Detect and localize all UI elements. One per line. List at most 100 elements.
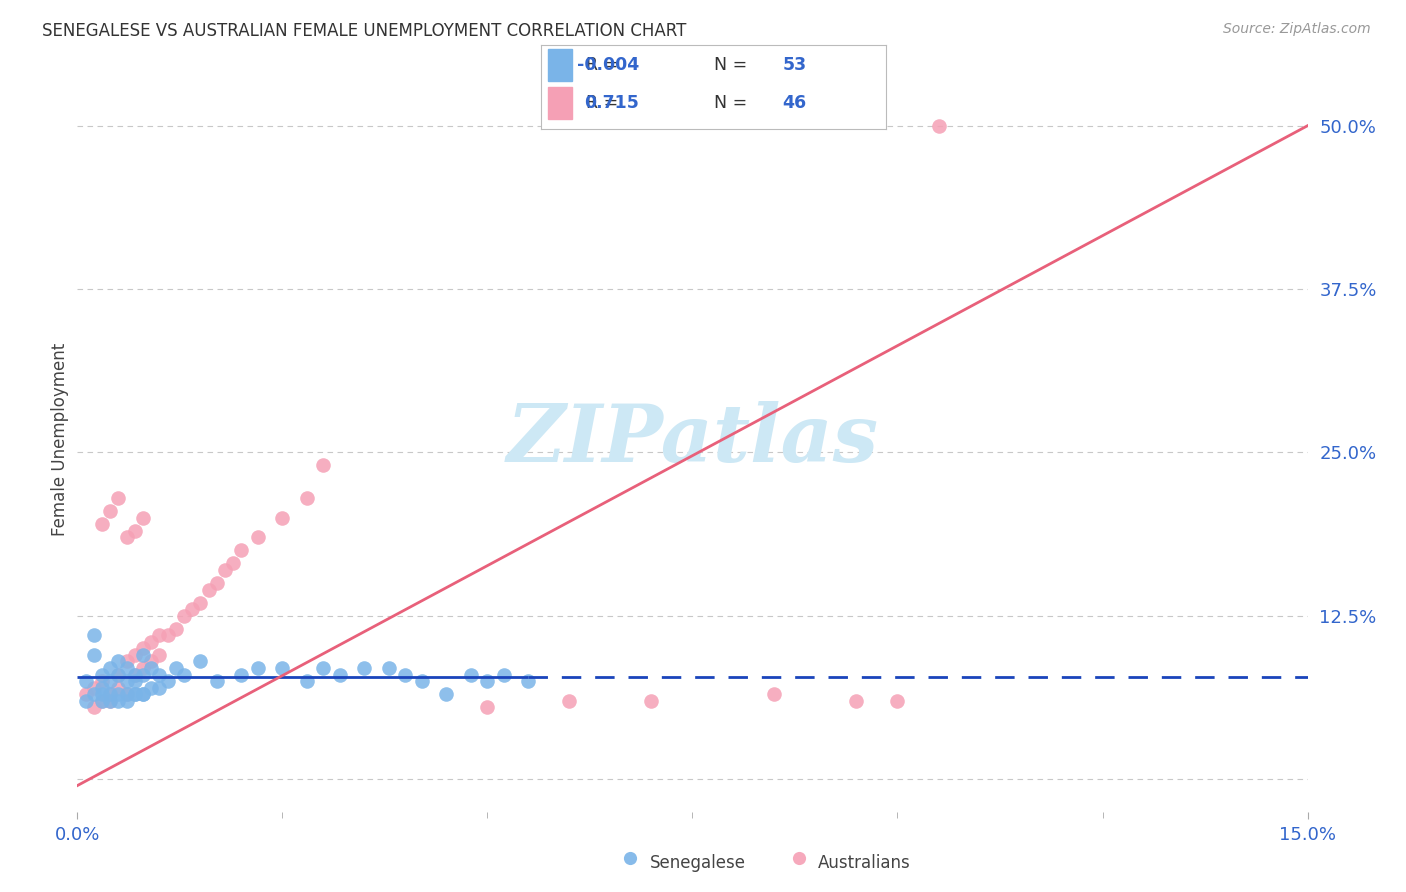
- Point: [132, 661, 155, 675]
- Point: [477, 674, 499, 689]
- Text: R =: R =: [586, 56, 619, 74]
- Point: [107, 491, 129, 505]
- Point: [98, 661, 121, 675]
- Point: [90, 687, 114, 701]
- Point: [436, 687, 458, 701]
- Point: [115, 687, 138, 701]
- Point: [115, 655, 138, 669]
- Point: [148, 628, 170, 642]
- Point: [115, 530, 138, 544]
- Point: [141, 655, 163, 669]
- Point: [558, 693, 581, 707]
- Bar: [548, 49, 572, 81]
- Point: [928, 119, 950, 133]
- Point: [90, 693, 114, 707]
- Text: Source: ZipAtlas.com: Source: ZipAtlas.com: [1223, 22, 1371, 37]
- Point: [271, 661, 294, 675]
- Text: 46: 46: [782, 94, 807, 112]
- Point: [231, 543, 253, 558]
- Point: [205, 674, 228, 689]
- Point: [640, 693, 662, 707]
- Point: [214, 563, 236, 577]
- Text: N =: N =: [714, 94, 747, 112]
- Point: [75, 687, 97, 701]
- Point: [763, 687, 786, 701]
- Point: [107, 681, 129, 695]
- Point: [619, 851, 641, 865]
- Point: [141, 635, 163, 649]
- Point: [98, 693, 121, 707]
- Point: [83, 700, 105, 714]
- Point: [188, 596, 212, 610]
- Point: [107, 667, 129, 681]
- Text: R =: R =: [586, 94, 619, 112]
- Point: [378, 661, 401, 675]
- Point: [124, 648, 146, 662]
- Point: [156, 628, 179, 642]
- Point: [132, 687, 155, 701]
- Point: [132, 667, 155, 681]
- Point: [188, 655, 212, 669]
- Point: [132, 648, 155, 662]
- Point: [124, 674, 146, 689]
- Point: [132, 641, 155, 656]
- Point: [492, 667, 515, 681]
- Point: [156, 674, 179, 689]
- Point: [165, 661, 187, 675]
- Point: [231, 667, 253, 681]
- Text: Senegalese: Senegalese: [650, 855, 745, 872]
- Point: [90, 681, 114, 695]
- Point: [295, 491, 318, 505]
- Point: [173, 667, 195, 681]
- Text: Australians: Australians: [818, 855, 911, 872]
- Text: SENEGALESE VS AUSTRALIAN FEMALE UNEMPLOYMENT CORRELATION CHART: SENEGALESE VS AUSTRALIAN FEMALE UNEMPLOY…: [42, 22, 686, 40]
- Point: [107, 687, 129, 701]
- Point: [107, 667, 129, 681]
- Point: [124, 687, 146, 701]
- Point: [460, 667, 482, 681]
- Point: [181, 602, 204, 616]
- Point: [132, 687, 155, 701]
- Point: [312, 458, 335, 473]
- Point: [394, 667, 416, 681]
- Point: [148, 681, 170, 695]
- Point: [124, 524, 146, 538]
- Point: [205, 576, 228, 591]
- Text: N =: N =: [714, 56, 747, 74]
- Bar: [548, 87, 572, 120]
- Point: [312, 661, 335, 675]
- Text: -0.004: -0.004: [578, 56, 640, 74]
- Point: [98, 504, 121, 518]
- Point: [222, 557, 245, 571]
- Point: [107, 693, 129, 707]
- Point: [98, 687, 121, 701]
- Point: [115, 661, 138, 675]
- Point: [787, 851, 810, 865]
- Point: [124, 667, 146, 681]
- Point: [845, 693, 868, 707]
- Point: [329, 667, 352, 681]
- Point: [90, 667, 114, 681]
- Point: [83, 628, 105, 642]
- Point: [83, 687, 105, 701]
- Point: [75, 693, 97, 707]
- Point: [124, 667, 146, 681]
- Point: [411, 674, 433, 689]
- Point: [115, 687, 138, 701]
- Point: [353, 661, 375, 675]
- Point: [246, 661, 269, 675]
- Point: [124, 687, 146, 701]
- Point: [165, 622, 187, 636]
- Point: [295, 674, 318, 689]
- Y-axis label: Female Unemployment: Female Unemployment: [51, 343, 69, 536]
- Point: [173, 608, 195, 623]
- Point: [90, 674, 114, 689]
- Point: [197, 582, 219, 597]
- Text: 53: 53: [782, 56, 807, 74]
- Point: [83, 648, 105, 662]
- Point: [83, 681, 105, 695]
- Point: [477, 700, 499, 714]
- Point: [98, 674, 121, 689]
- Point: [271, 510, 294, 524]
- Point: [75, 674, 97, 689]
